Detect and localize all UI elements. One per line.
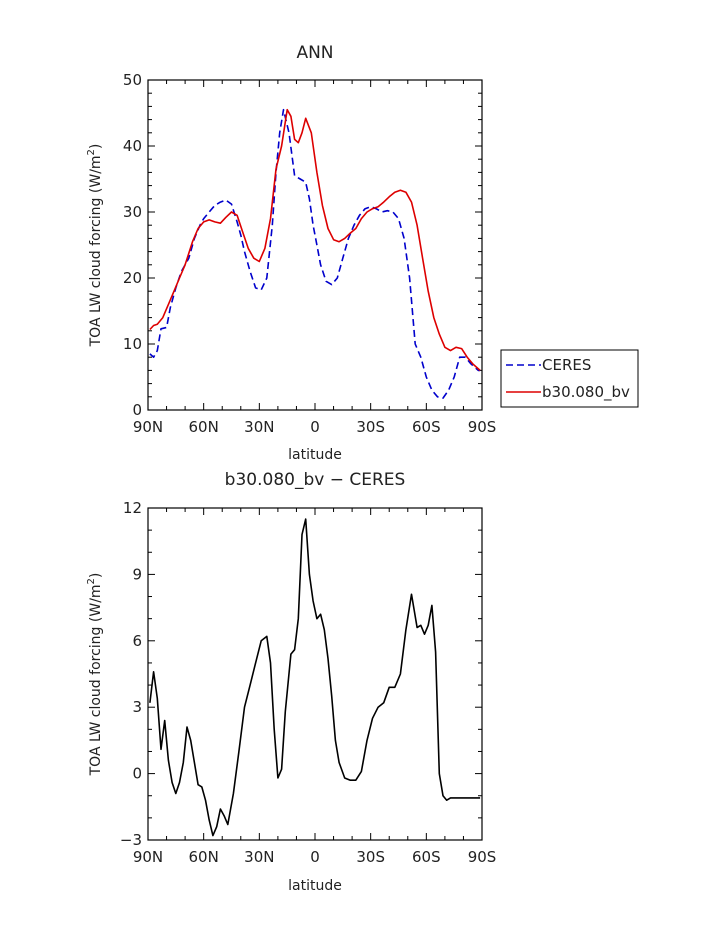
chart-bottom-series: [149, 518, 481, 837]
x-tick-label: 90N: [133, 848, 163, 866]
y-tick-label: 20: [123, 269, 142, 287]
chart-top-title: ANN: [296, 43, 333, 63]
legend-label-model: b30.080_bv: [542, 383, 630, 402]
x-tick-label: 30S: [356, 418, 385, 436]
chart-0-series-line-0: [149, 108, 481, 399]
chart-0-series-line-1: [149, 108, 481, 371]
chart-bottom-xlabel: latitude: [288, 878, 342, 894]
chart-bottom-ylabel: TOA LW cloud forcing (W/m: [88, 584, 104, 776]
chart-bottom-title: b30.080_bv − CERES: [225, 470, 406, 490]
y-tick-label: 9: [132, 565, 142, 583]
x-tick-label: 60N: [189, 848, 219, 866]
chart-bottom: b30.080_bv − CERES TOA LW cloud forcing …: [86, 470, 496, 894]
chart-top-ylabel-sup: 2: [86, 149, 97, 155]
y-tick-label: 0: [132, 401, 142, 419]
x-tick-label: 30N: [244, 848, 274, 866]
chart-bottom-ticks: 90N 60N 30N 0 30S 60S 90S −3 0 3 6 9 12: [120, 499, 496, 866]
legend-box: [500, 349, 639, 408]
y-tick-label: 30: [123, 203, 142, 221]
y-tick-label: 3: [132, 698, 142, 716]
x-tick-label: 60S: [412, 848, 441, 866]
chart-bottom-frame: [147, 507, 483, 841]
x-tick-label: 60N: [189, 418, 219, 436]
chart-top-xlabel: latitude: [288, 447, 342, 463]
chart-top-frame: [147, 79, 483, 411]
legend-label-ceres: CERES: [542, 356, 591, 374]
y-tick-label: 10: [123, 335, 142, 353]
chart-top-series: [149, 108, 481, 399]
x-tick-label: 90S: [468, 848, 497, 866]
legend: CERES b30.080_bv: [500, 349, 639, 408]
chart-bottom-ylabel-sup: 2: [86, 578, 97, 584]
x-tick-label: 30N: [244, 418, 274, 436]
x-tick-label: 30S: [356, 848, 385, 866]
x-tick-label: 60S: [412, 418, 441, 436]
chart-top-ylabel-close: ): [88, 144, 104, 149]
y-tick-label: 6: [132, 632, 142, 650]
x-tick-label: 90S: [468, 418, 497, 436]
y-tick-label: 0: [132, 765, 142, 783]
y-tick-label: 40: [123, 137, 142, 155]
chart-top-y-axis-title: TOA LW cloud forcing (W/m2): [86, 144, 104, 348]
svg-text:TOA LW cloud forcing (W/m2): TOA LW cloud forcing (W/m2): [86, 144, 104, 348]
y-tick-label: 12: [123, 499, 142, 517]
chart-top: ANN TOA LW cloud forcing (W/m2) latitude…: [86, 43, 496, 463]
chart-bottom-ylabel-close: ): [88, 573, 104, 578]
chart-top-ticks: 90N 60N 30N 0 30S 60S 90S 0 10 20 30 40 50: [123, 71, 496, 436]
svg-text:TOA LW cloud forcing (W/m2): TOA LW cloud forcing (W/m2): [86, 573, 104, 777]
y-tick-label: 50: [123, 71, 142, 89]
y-tick-label: −3: [120, 831, 142, 849]
chart-1-series-line-0: [149, 518, 481, 837]
chart-top-ylabel: TOA LW cloud forcing (W/m: [88, 155, 104, 347]
x-tick-label: 0: [310, 418, 320, 436]
x-tick-label: 0: [310, 848, 320, 866]
x-tick-label: 90N: [133, 418, 163, 436]
chart-bottom-y-axis-title: TOA LW cloud forcing (W/m2): [86, 573, 104, 777]
